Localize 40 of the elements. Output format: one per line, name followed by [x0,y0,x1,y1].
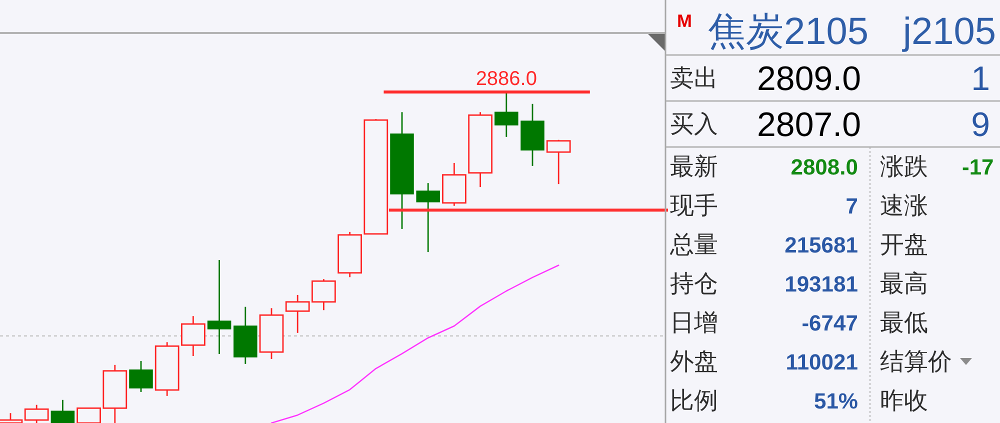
text: 昨收 [880,388,928,414]
candlestick [207,259,232,355]
text: 2809.0 [757,60,861,98]
text: 110021 [786,350,858,374]
text: 9 [971,106,990,144]
candlestick [50,399,75,423]
candlestick [129,360,153,393]
candlestick [0,412,23,423]
text: -17 [962,154,994,180]
text: 外盘 [670,348,718,376]
text: 涨跌 [880,154,928,180]
text: 焦炭2105 [708,11,869,53]
text: 最低 [880,310,928,336]
text: 最高 [880,270,928,298]
candlestick [24,404,49,423]
text: 193181 [784,272,858,296]
text: 51% [814,388,858,414]
text: 卖出 [670,65,718,92]
text: M [677,11,692,31]
text: 日增 [670,310,718,336]
text: 开盘 [880,232,928,258]
text: j2105 [902,11,996,53]
text: 现手 [670,192,718,220]
text: 持仓 [670,270,718,298]
text: 最新 [670,154,718,180]
text: 2807.0 [757,106,861,144]
text: 1 [971,60,990,98]
candlestick [494,92,518,138]
text: 速涨 [880,192,928,220]
text: 2808.0 [790,154,858,180]
candlestick [546,139,571,185]
text: 比例 [670,388,718,414]
text: -6747 [802,310,858,336]
text: 215681 [784,232,858,258]
text: 买入 [670,111,718,138]
text: 7 [846,194,858,218]
text: 2886.0 [476,68,537,90]
candlestick [416,182,440,253]
text: 总量 [669,232,718,258]
text: 结算价 [880,348,952,376]
